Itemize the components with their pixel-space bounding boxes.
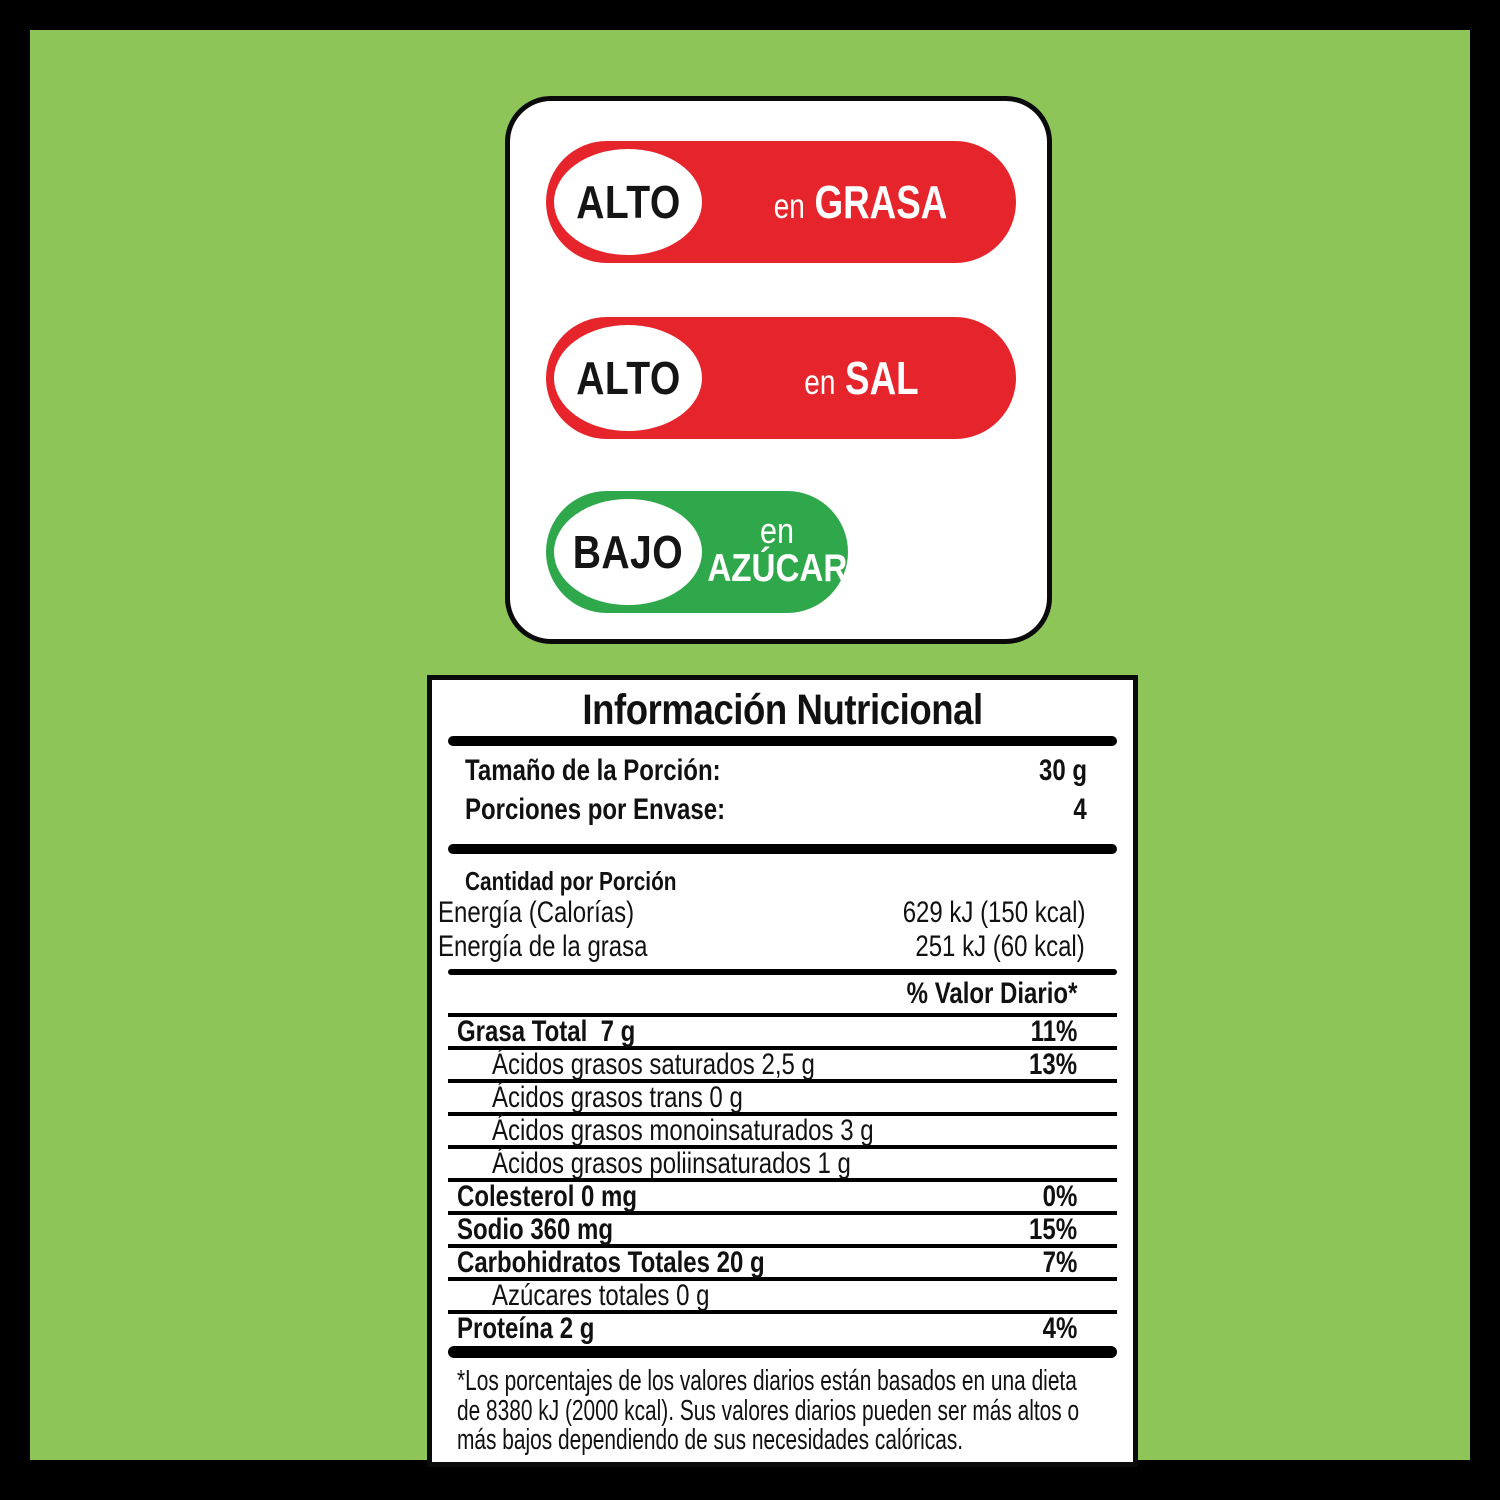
warning-badges-card: ALTO en GRASA ALTO en SAL BAJO	[505, 96, 1052, 644]
nutrient-row-colesterol: Colesterol 0 mg 0%	[457, 1179, 1077, 1213]
servings-per-container-label: Porciones por Envase:	[465, 793, 726, 826]
nutrient-row-trans: Ácidos grasos trans 0 g	[492, 1080, 743, 1114]
badge-nutrient-text: SAL	[844, 352, 919, 404]
table-title: Información Nutricional	[582, 686, 983, 734]
servings-per-container-value: 4	[1073, 793, 1087, 826]
divider-line-medium	[448, 969, 1117, 975]
divider-bar-thick	[448, 736, 1117, 746]
badge-pill-grasa: ALTO en GRASA	[546, 141, 1016, 263]
nutrient-row-proteina: Proteína 2 g 4%	[457, 1311, 1077, 1345]
badge-nutrient-area: en SAL	[706, 317, 1016, 439]
divider-line	[448, 1046, 1117, 1050]
divider-line	[448, 1178, 1117, 1182]
badge-level-text: ALTO	[575, 176, 681, 228]
nutrient-row-grasa-total: Grasa Total 7 g 11%	[457, 1014, 1077, 1048]
nutrient-row-carbohidratos: Carbohidratos Totales 20 g 7%	[457, 1245, 1077, 1279]
nutrient-row-azucares: Azúcares totales 0 g	[492, 1278, 710, 1312]
divider-line	[448, 1244, 1117, 1248]
nutrient-row-sodio: Sodio 360 mg 15%	[457, 1212, 1077, 1246]
badge-prefix-text: en	[774, 187, 806, 226]
badge-prefix-text: en	[759, 509, 795, 551]
badge-oval-sal: ALTO	[549, 320, 707, 436]
nutrition-facts-panel: Información Nutricional Tamaño de la Por…	[427, 675, 1138, 1467]
energy-from-fat-value: 251 kJ (60 kcal)	[915, 930, 1085, 963]
badge-oval-azucar: BAJO	[549, 494, 707, 610]
energy-label: Energía (Calorías)	[438, 896, 635, 929]
serving-size-value: 30 g	[1038, 754, 1087, 787]
divider-line	[448, 1145, 1117, 1149]
serving-size-row: Tamaño de la Porción: 30 g	[448, 752, 1117, 790]
nutrient-row-saturados: Ácidos grasos saturados 2,5 g 13%	[492, 1047, 1077, 1081]
daily-value-footnote: *Los porcentajes de los valores diarios …	[457, 1365, 1080, 1456]
divider-bar-thick	[448, 844, 1117, 854]
badge-prefix-text: en	[803, 363, 835, 402]
badge-nutrient-text: AZÚCAR	[707, 547, 847, 591]
nutrient-row-monoinsaturados: Ácidos grasos monoinsaturados 3 g	[492, 1113, 874, 1147]
divider-line	[448, 1310, 1117, 1314]
badge-level-text: ALTO	[575, 352, 681, 404]
divider-line	[448, 1013, 1117, 1017]
badge-pill-azucar: BAJO en AZÚCAR	[546, 491, 848, 613]
energy-row: Energía (Calorías) 629 kJ (150 kcal)	[438, 896, 1117, 930]
energy-from-fat-row: Energía de la grasa 251 kJ (60 kcal)	[438, 930, 1117, 964]
green-background: ALTO en GRASA ALTO en SAL BAJO	[30, 30, 1470, 1467]
badge-nutrient-area: en AZÚCAR	[706, 491, 848, 613]
divider-line	[448, 1079, 1117, 1083]
badge-pill-sal: ALTO en SAL	[546, 317, 1016, 439]
energy-value: 629 kJ (150 kcal)	[902, 896, 1085, 929]
energy-from-fat-label: Energía de la grasa	[438, 930, 648, 963]
badge-level-text: BAJO	[572, 526, 684, 578]
divider-line	[448, 1112, 1117, 1116]
badge-nutrient-text: GRASA	[814, 176, 948, 228]
divider-bar-thick	[448, 1346, 1117, 1358]
serving-size-label: Tamaño de la Porción:	[465, 754, 721, 787]
nutrient-row-poliinsaturados: Ácidos grasos poliinsaturados 1 g	[492, 1146, 851, 1180]
daily-value-header: % Valor Diario*	[906, 977, 1077, 1010]
badge-oval-grasa: ALTO	[549, 144, 707, 260]
divider-line	[448, 1211, 1117, 1215]
divider-line	[448, 1277, 1117, 1281]
servings-per-container-row: Porciones por Envase: 4	[448, 790, 1117, 830]
amount-per-serving-header: Cantidad por Porción	[465, 866, 677, 896]
badge-nutrient-area: en GRASA	[706, 141, 1016, 263]
